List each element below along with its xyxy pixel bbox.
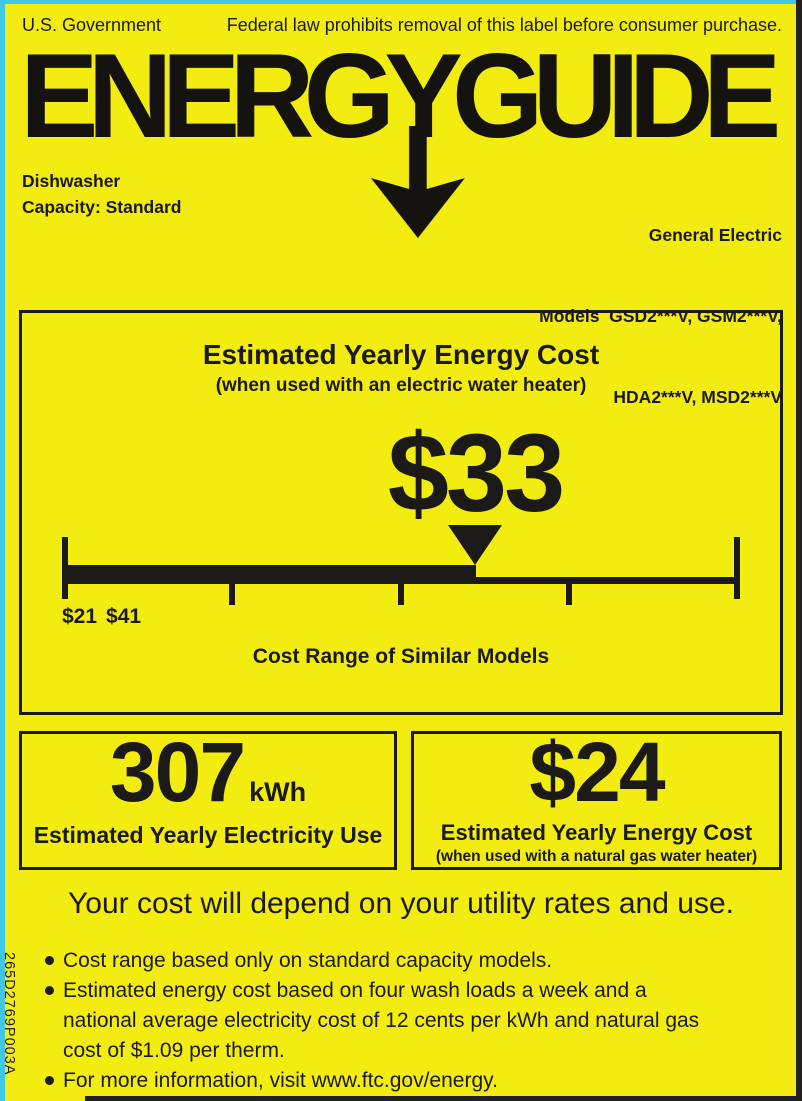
electricity-unit: kWh (249, 777, 307, 807)
product-type: Dishwasher (22, 171, 121, 191)
energy-cost-value: $33 (387, 412, 566, 535)
note-item: Cost range based only on standard capaci… (44, 946, 744, 976)
product-capacity: Capacity: Standard (22, 197, 182, 217)
top-edge-strip (0, 0, 802, 4)
gas-cost-value: $24 (529, 725, 665, 819)
notes-list: Cost range based only on standard capaci… (44, 946, 744, 1096)
note-item: Estimated energy cost based on four wash… (44, 976, 744, 1066)
cost-range-caption: Cost Range of Similar Models (252, 645, 550, 668)
gas-cost-sublabel: (when used with a natural gas water heat… (435, 848, 758, 865)
federal-law-notice: Federal law prohibits removal of this la… (226, 15, 782, 35)
electricity-use-box: 307 kWh Estimated Yearly Electricity Use (19, 730, 397, 870)
energy-cost-range-box: Estimated Yearly Energy Cost (when used … (19, 310, 783, 715)
scale-tick (398, 580, 404, 605)
gas-cost-box: $24 Estimated Yearly Energy Cost (when u… (411, 730, 782, 870)
logo-y-with-arrow: Y (371, 36, 466, 238)
scale-max-label: $41 (106, 605, 142, 628)
product-info: Dishwasher Capacity: Standard (22, 168, 181, 220)
note-item: For more information, visit www.ftc.gov/… (44, 1066, 744, 1096)
gas-cost-value-row: $24 (414, 730, 779, 814)
brand-name: General Electric (648, 225, 782, 245)
electricity-value-row: 307 kWh (22, 730, 394, 814)
cost-pointer-icon (448, 525, 502, 565)
scale-min-label: $21 (62, 605, 98, 628)
cost-disclaimer-headline: Your cost will depend on your utility ra… (68, 887, 734, 920)
scale-right-endcap (734, 537, 740, 599)
down-arrow-icon (371, 126, 466, 238)
part-number: 265D2769P003A (1, 952, 17, 1076)
logo-part-energ: ENERG (20, 29, 395, 163)
electricity-value: 307 (109, 725, 246, 819)
energy-cost-title: Estimated Yearly Energy Cost (202, 339, 600, 370)
right-edge-strip (796, 0, 802, 1101)
scale-left-endcap (62, 537, 68, 599)
logo-part-guide: GUIDE (451, 29, 781, 163)
energyguide-logo: ENERGY GUIDE (20, 36, 784, 238)
left-edge-strip (0, 0, 5, 1101)
brand-info: General Electric Models GSD2***V, GSM2**… (539, 168, 782, 465)
scale-tick (229, 580, 235, 605)
scale-tick (566, 580, 572, 605)
bottom-edge-strip (85, 1096, 802, 1101)
scale-min-max-labels: $21 $41 (62, 605, 141, 629)
electricity-label: Estimated Yearly Electricity Use (33, 822, 383, 848)
energy-cost-subtitle: (when used with an electric water heater… (215, 375, 587, 396)
government-text: U.S. Government (22, 15, 162, 35)
gas-cost-label: Estimated Yearly Energy Cost (440, 820, 753, 845)
models-line2: HDA2***V, MSD2***V (613, 387, 782, 407)
